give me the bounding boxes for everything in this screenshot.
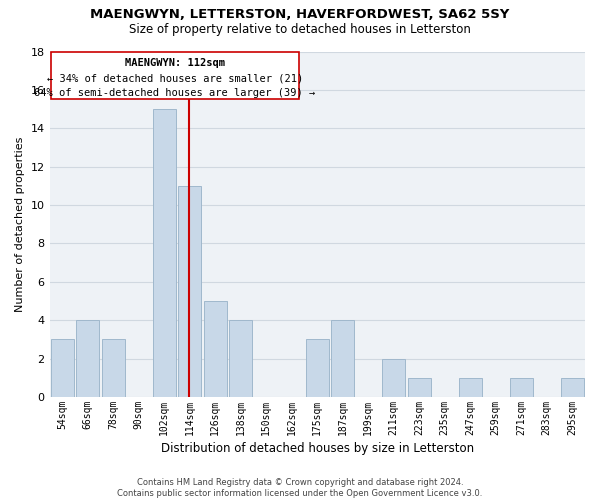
Text: ← 34% of detached houses are smaller (21): ← 34% of detached houses are smaller (21… xyxy=(47,73,303,83)
Bar xyxy=(331,320,354,397)
Bar xyxy=(306,340,329,397)
Y-axis label: Number of detached properties: Number of detached properties xyxy=(15,136,25,312)
Bar xyxy=(76,320,99,397)
Bar xyxy=(51,340,74,397)
Bar xyxy=(204,301,227,397)
Bar xyxy=(408,378,431,397)
Text: MAENGWYN: 112sqm: MAENGWYN: 112sqm xyxy=(125,58,225,68)
Text: Size of property relative to detached houses in Letterston: Size of property relative to detached ho… xyxy=(129,22,471,36)
X-axis label: Distribution of detached houses by size in Letterston: Distribution of detached houses by size … xyxy=(161,442,474,455)
Bar xyxy=(459,378,482,397)
FancyBboxPatch shape xyxy=(51,52,299,100)
Bar xyxy=(561,378,584,397)
Bar xyxy=(510,378,533,397)
Bar xyxy=(102,340,125,397)
Bar xyxy=(382,358,405,397)
Text: 64% of semi-detached houses are larger (39) →: 64% of semi-detached houses are larger (… xyxy=(34,88,316,98)
Text: Contains HM Land Registry data © Crown copyright and database right 2024.
Contai: Contains HM Land Registry data © Crown c… xyxy=(118,478,482,498)
Bar xyxy=(153,109,176,397)
Bar xyxy=(178,186,201,397)
Bar xyxy=(229,320,252,397)
Text: MAENGWYN, LETTERSTON, HAVERFORDWEST, SA62 5SY: MAENGWYN, LETTERSTON, HAVERFORDWEST, SA6… xyxy=(91,8,509,20)
